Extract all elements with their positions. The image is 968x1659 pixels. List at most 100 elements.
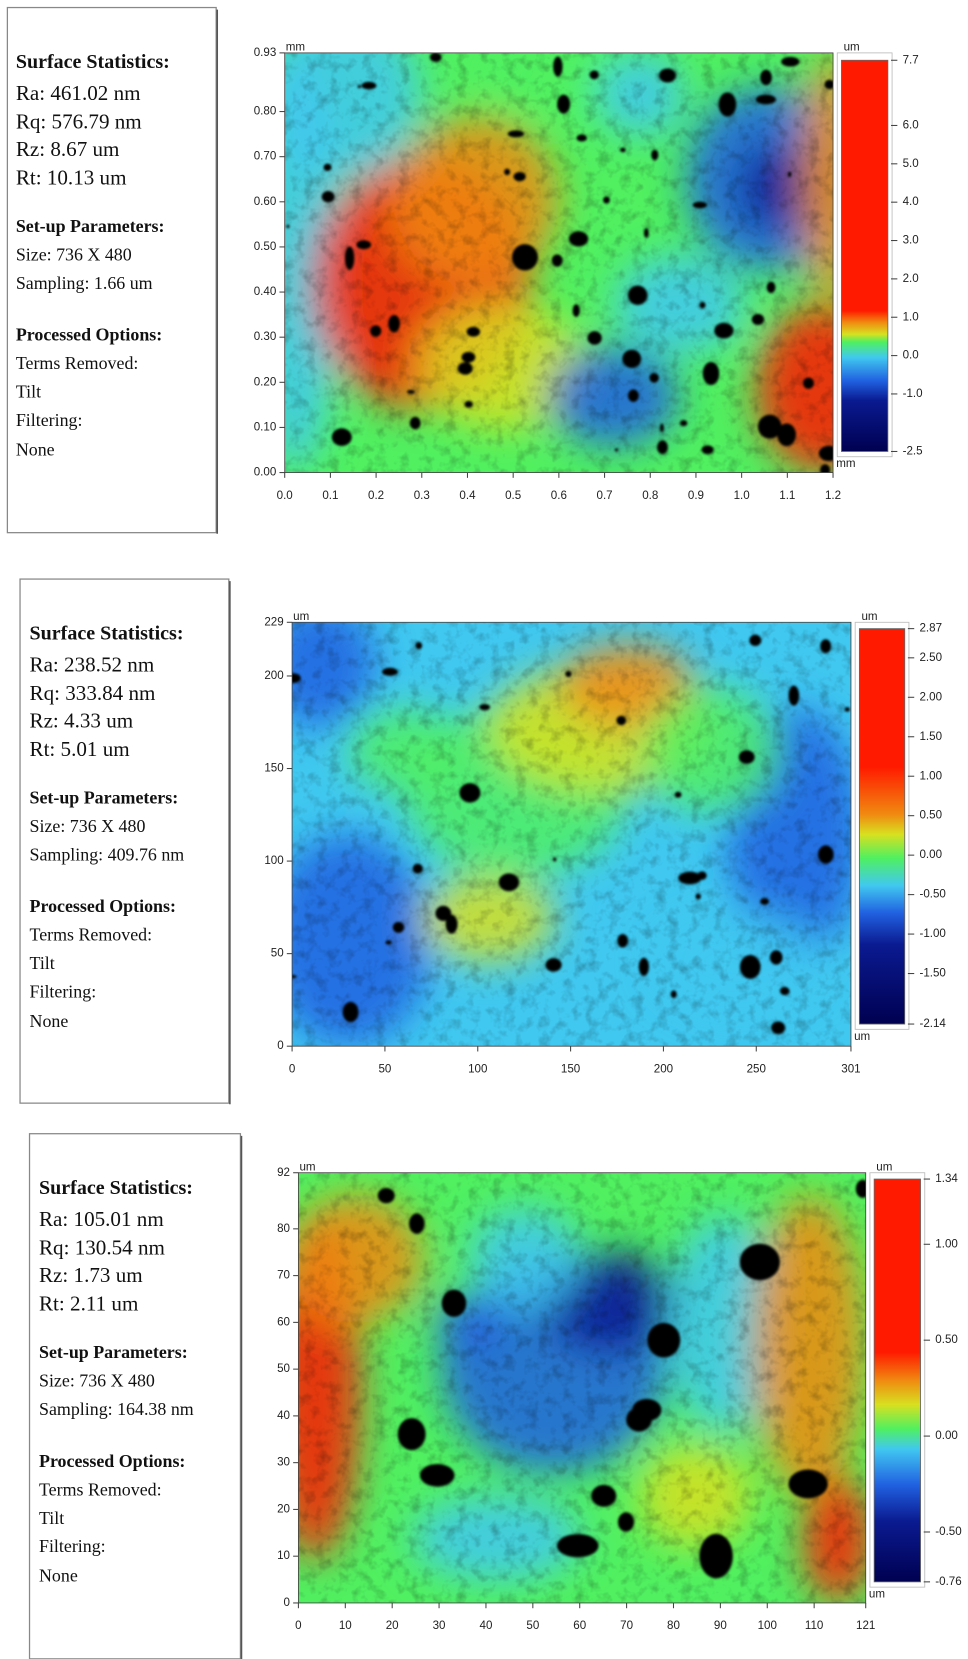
colorbar-tick-label: 2.0 bbox=[903, 273, 919, 285]
x-tick-label: 1.2 bbox=[825, 490, 841, 502]
colorbar-tick-label: 1.0 bbox=[903, 311, 919, 323]
colorbar-tick-label: -2.14 bbox=[919, 1018, 946, 1030]
y-tick-label: 70 bbox=[277, 1270, 290, 1282]
stat-line: Filtering: bbox=[16, 410, 83, 430]
spot bbox=[649, 373, 659, 383]
colorbar-tick-label: 7.7 bbox=[903, 54, 919, 66]
spot bbox=[671, 990, 677, 998]
y-tick-label: 0.10 bbox=[254, 421, 277, 433]
spot bbox=[767, 282, 776, 293]
colorbar-tick-label: 0.50 bbox=[935, 1334, 958, 1346]
x-tick-label: 10 bbox=[339, 1620, 352, 1632]
spot bbox=[777, 423, 796, 446]
x-tick-label: 50 bbox=[378, 1063, 391, 1075]
spot bbox=[420, 1464, 455, 1487]
stat-line: Rt: 5.01 um bbox=[30, 737, 131, 761]
spot bbox=[781, 57, 799, 67]
colorbar-tick-label: 0.50 bbox=[919, 810, 942, 822]
colorbar-tick-label: 0.0 bbox=[903, 350, 919, 362]
spot bbox=[358, 85, 361, 88]
colorbar-tick-label: -1.0 bbox=[903, 388, 923, 400]
spot bbox=[740, 1244, 780, 1281]
stat-line: Rz: 4.33 um bbox=[30, 708, 134, 732]
x-tick-label: 30 bbox=[433, 1620, 446, 1632]
y-tick-label: 0.93 bbox=[254, 47, 277, 59]
stat-line: Size: 736 X 480 bbox=[16, 245, 132, 265]
spot bbox=[322, 191, 335, 202]
y-tick-label: 10 bbox=[277, 1550, 290, 1562]
spot bbox=[546, 958, 562, 972]
section-title: Surface Statistics: bbox=[39, 1177, 193, 1199]
x-tick-label: 0.3 bbox=[414, 490, 430, 502]
spot bbox=[771, 1021, 785, 1034]
spot bbox=[659, 68, 676, 82]
spot bbox=[588, 331, 602, 345]
spot bbox=[415, 642, 422, 649]
x-tick-label: 0 bbox=[289, 1063, 295, 1075]
spot bbox=[740, 955, 761, 979]
spot bbox=[615, 448, 618, 451]
y-tick-label: 30 bbox=[277, 1457, 290, 1469]
stat-line: Tilt bbox=[39, 1508, 64, 1528]
spot bbox=[332, 428, 352, 446]
section-title: Set-up Parameters: bbox=[39, 1342, 188, 1362]
section-title: Processed Options: bbox=[16, 325, 162, 345]
x-tick-label: 1.1 bbox=[779, 490, 795, 502]
spot bbox=[700, 302, 706, 309]
spot bbox=[569, 231, 588, 246]
y-tick-label: 20 bbox=[277, 1503, 290, 1515]
x-tick-label: 0.1 bbox=[322, 490, 338, 502]
stat-line: Sampling: 164.38 nm bbox=[39, 1399, 194, 1419]
stat-line: Sampling: 409.76 nm bbox=[30, 844, 185, 864]
x-tick-label: 100 bbox=[758, 1620, 777, 1632]
spot bbox=[393, 922, 404, 933]
colorbar-tick-label: 4.0 bbox=[903, 196, 919, 208]
stat-line: Tilt bbox=[30, 953, 55, 973]
stat-line: None bbox=[30, 1011, 69, 1031]
x-tick-label: 121 bbox=[856, 1620, 875, 1632]
spot bbox=[660, 423, 664, 432]
stat-line: Rt: 10.13 um bbox=[16, 165, 127, 189]
spot bbox=[639, 958, 649, 976]
spot bbox=[616, 716, 626, 725]
colorbar-tick-label: 6.0 bbox=[903, 120, 919, 132]
colorbar-tick-label: 1.00 bbox=[919, 770, 942, 782]
spot bbox=[644, 228, 649, 238]
colorbar-tick-label: 1.50 bbox=[919, 731, 942, 743]
y-unit: mm bbox=[286, 42, 305, 54]
spot bbox=[479, 704, 490, 710]
height-map bbox=[264, 601, 862, 1046]
y-tick-label: 50 bbox=[277, 1363, 290, 1375]
spot bbox=[693, 202, 707, 209]
spot bbox=[287, 225, 290, 229]
spot bbox=[512, 244, 538, 270]
spot bbox=[780, 987, 789, 995]
spot bbox=[361, 82, 376, 90]
spot bbox=[680, 420, 687, 426]
spot bbox=[628, 285, 648, 305]
spot bbox=[788, 171, 791, 177]
spot bbox=[803, 377, 814, 388]
section-title: Processed Options: bbox=[39, 1451, 185, 1471]
spot bbox=[788, 1470, 827, 1499]
colorbar-tick-label: 1.34 bbox=[935, 1173, 958, 1185]
spot bbox=[714, 323, 733, 339]
spot bbox=[573, 304, 580, 317]
spot bbox=[699, 1534, 733, 1579]
colorbar-tick-label: -1.50 bbox=[919, 968, 945, 980]
x-tick-label: 90 bbox=[714, 1620, 727, 1632]
stat-line: Size: 736 X 480 bbox=[39, 1371, 155, 1391]
y-tick-label: 92 bbox=[277, 1167, 290, 1179]
stat-line: Terms Removed: bbox=[39, 1479, 162, 1499]
stat-line: Ra: 461.02 nm bbox=[16, 81, 141, 105]
x-unit: mm bbox=[836, 458, 855, 470]
colorbar-tick-label: 2.87 bbox=[919, 623, 942, 635]
stat-line: Size: 736 X 480 bbox=[30, 816, 146, 836]
colorbar-tick-label: -1.00 bbox=[919, 928, 945, 940]
spot bbox=[650, 1341, 666, 1351]
spot bbox=[345, 246, 354, 270]
spot bbox=[324, 164, 332, 171]
colorbar-tick-label: -0.50 bbox=[919, 889, 945, 901]
spot bbox=[591, 1485, 616, 1507]
spot bbox=[703, 362, 719, 385]
